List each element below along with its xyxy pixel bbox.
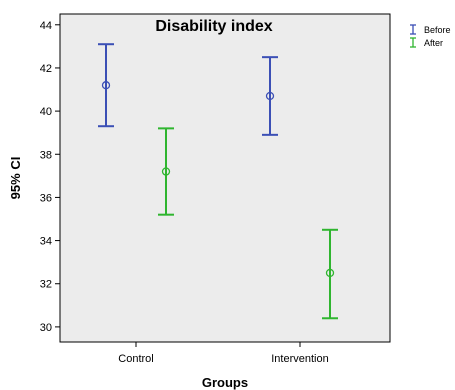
x-axis-label: Groups	[202, 375, 248, 390]
legend: Before After	[410, 24, 451, 48]
x-tick-label: Control	[118, 353, 153, 365]
y-tick-label: 32	[40, 279, 52, 291]
y-tick-label: 40	[40, 106, 52, 118]
x-tick-label: Intervention	[271, 353, 328, 365]
error-bar-before-control	[98, 43, 114, 128]
error-bar-after-control	[158, 127, 174, 216]
x-axis: Control Intervention	[118, 342, 329, 365]
y-axis: 30 32 34 36 38 40 42 44	[40, 20, 60, 334]
y-tick-label: 30	[40, 322, 52, 334]
y-tick-label: 38	[40, 149, 52, 161]
error-bars	[98, 43, 338, 320]
mean-marker	[161, 167, 171, 176]
chart-title: Disability index	[155, 18, 272, 35]
legend-item-after: After	[410, 37, 443, 48]
error-bar-after-intervention	[322, 228, 338, 320]
legend-label: Before	[424, 25, 451, 35]
mean-marker	[325, 268, 335, 278]
legend-label: After	[424, 38, 443, 48]
y-tick-label: 42	[40, 63, 52, 75]
plot-area	[59, 13, 391, 343]
y-tick-label: 44	[40, 20, 52, 32]
error-bar-before-intervention	[262, 56, 278, 136]
legend-item-before: Before	[410, 24, 451, 35]
y-tick-label: 36	[40, 192, 52, 204]
y-tick-label: 34	[40, 236, 52, 248]
mean-marker	[101, 81, 111, 90]
mean-marker	[265, 91, 275, 101]
y-axis-label: 95% CI	[8, 157, 23, 200]
